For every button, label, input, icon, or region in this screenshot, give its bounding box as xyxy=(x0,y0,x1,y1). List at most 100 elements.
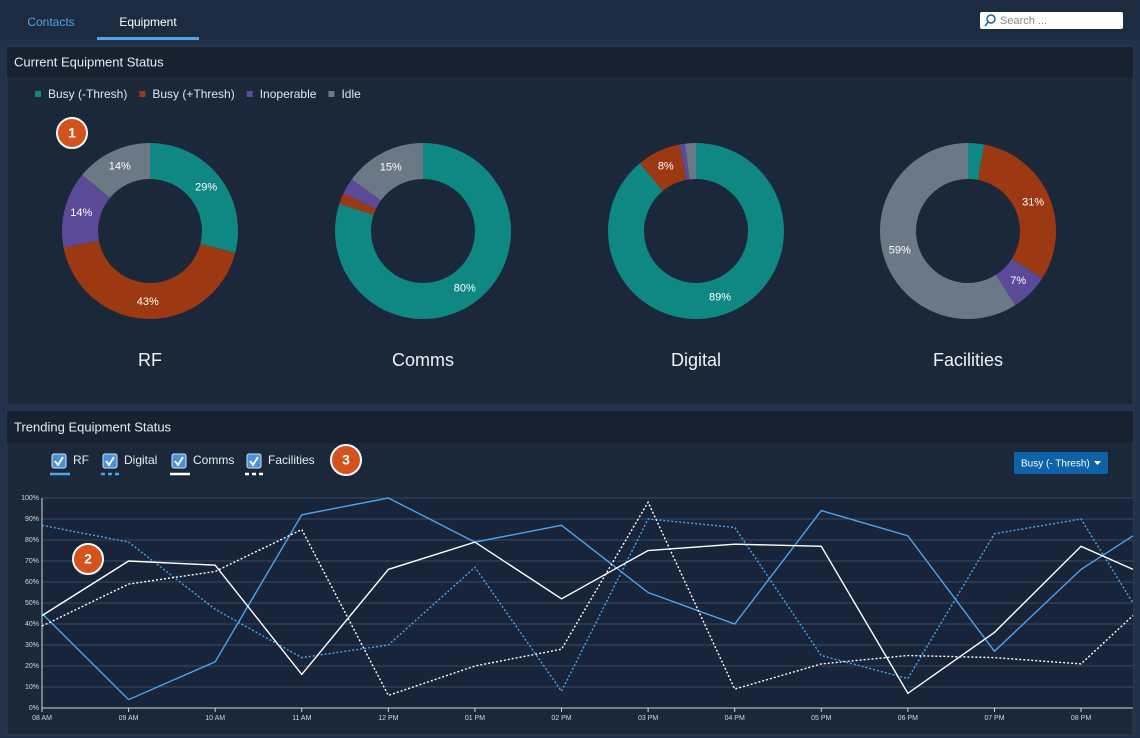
y-tick-label: 100% xyxy=(21,495,39,502)
slice-label: 89% xyxy=(709,292,731,304)
legend-label[interactable]: RF xyxy=(73,453,89,467)
trend-header xyxy=(7,411,1133,443)
checkmark xyxy=(105,456,115,467)
donut-slice xyxy=(335,143,512,319)
donut-slice xyxy=(977,144,1057,279)
y-tick-label: 30% xyxy=(25,642,39,649)
donut-title: Digital xyxy=(671,350,721,370)
y-tick-label: 20% xyxy=(25,663,39,670)
y-tick-label: 10% xyxy=(25,684,39,691)
dropdown-label[interactable]: Busy (- Thresh) xyxy=(1021,459,1090,470)
search-icon-handle xyxy=(984,21,989,27)
donut-slice xyxy=(639,144,687,191)
donut-slice xyxy=(351,143,423,201)
x-tick-label: 09 AM xyxy=(119,715,139,722)
slice-label: 14% xyxy=(70,207,92,219)
y-tick-label: 40% xyxy=(25,621,39,628)
x-tick-label: 10 AM xyxy=(205,715,225,722)
legend-label: Inoperable xyxy=(260,87,317,101)
status-panel xyxy=(6,46,1134,406)
legend-swatch xyxy=(139,91,146,97)
x-tick-label: 12 PM xyxy=(378,715,398,722)
trend-title: Trending Equipment Status xyxy=(14,419,172,434)
y-tick-label: 50% xyxy=(25,600,39,607)
donut-slice xyxy=(343,179,381,209)
dropdown[interactable] xyxy=(1014,452,1108,474)
y-tick-label: 70% xyxy=(25,558,39,565)
donut-slice xyxy=(880,143,1016,319)
x-tick-label: 06 PM xyxy=(898,715,918,722)
x-tick-label: 05 PM xyxy=(811,715,831,722)
slice-label: 8% xyxy=(658,161,674,173)
x-tick-label: 01 PM xyxy=(465,715,485,722)
legend-checkbox[interactable] xyxy=(246,453,262,469)
legend-checkbox[interactable] xyxy=(51,453,67,469)
donut-slice xyxy=(150,143,238,253)
donut-slice xyxy=(679,143,690,180)
top-bar xyxy=(0,0,1140,40)
search-placeholder: Search ... xyxy=(1000,15,1047,27)
legend-label: Busy (+Thresh) xyxy=(152,87,234,101)
tab[interactable]: Contacts xyxy=(27,15,74,29)
legend-checkbox[interactable] xyxy=(102,453,118,469)
badge xyxy=(330,444,362,476)
checkmark xyxy=(174,456,184,467)
donut-slice xyxy=(608,143,784,319)
legend-label[interactable]: Facilities xyxy=(268,453,315,467)
slice-label: 43% xyxy=(137,296,159,308)
slice-label: 59% xyxy=(889,245,911,257)
badge-label: 2 xyxy=(84,551,92,567)
legend-label[interactable]: Digital xyxy=(124,453,157,467)
badge xyxy=(72,543,104,575)
x-tick-label: 11 AM xyxy=(292,715,311,722)
legend-swatch xyxy=(246,91,253,97)
slice-label: 80% xyxy=(454,282,476,294)
x-tick-label: 04 PM xyxy=(725,715,745,722)
series-line xyxy=(41,500,1134,697)
slice-label: 31% xyxy=(1022,197,1044,209)
donut-slice xyxy=(82,143,150,198)
x-tick-label: 03 PM xyxy=(638,715,658,722)
donut-slice xyxy=(684,143,696,180)
search-icon xyxy=(986,14,996,24)
slice-label: 15% xyxy=(380,162,402,174)
y-tick-label: 0% xyxy=(29,705,39,712)
x-tick-label: 02 PM xyxy=(551,715,571,722)
legend-swatch xyxy=(35,91,41,97)
status-header xyxy=(7,47,1133,77)
donut-slice xyxy=(968,143,985,180)
y-tick-label: 60% xyxy=(25,579,39,586)
legend-checkbox[interactable] xyxy=(171,453,187,469)
checkmark xyxy=(249,456,259,467)
series-line xyxy=(41,497,1134,701)
donut-slice xyxy=(995,258,1043,306)
tab[interactable]: Equipment xyxy=(119,15,177,29)
slice-label: 29% xyxy=(195,181,217,193)
donut-title: RF xyxy=(138,350,162,370)
donut-slice xyxy=(61,174,110,248)
y-tick-label: 90% xyxy=(25,516,39,523)
series-line xyxy=(41,518,1134,693)
dropdown-caret xyxy=(1094,461,1101,465)
checkmark xyxy=(54,456,64,467)
tab-underline xyxy=(97,37,199,40)
status-title: Current Equipment Status xyxy=(14,54,164,69)
slice-label: 14% xyxy=(109,161,131,173)
badge xyxy=(56,117,88,149)
legend-swatch xyxy=(328,91,335,97)
slice-label: 7% xyxy=(1010,275,1026,287)
legend-label: Idle xyxy=(341,87,361,101)
badge-label: 3 xyxy=(342,452,350,468)
search-box[interactable] xyxy=(980,12,1123,29)
x-tick-label: 07 PM xyxy=(984,715,1004,722)
donut-slice xyxy=(63,240,236,320)
donut-slice xyxy=(339,193,376,215)
x-tick-label: 08 AM xyxy=(32,715,52,722)
legend-label: Busy (-Thresh) xyxy=(48,87,127,101)
x-tick-label: 08 PM xyxy=(1071,715,1091,722)
donut-title: Facilities xyxy=(933,350,1003,370)
legend-label[interactable]: Comms xyxy=(193,453,234,467)
y-tick-label: 80% xyxy=(25,537,39,544)
